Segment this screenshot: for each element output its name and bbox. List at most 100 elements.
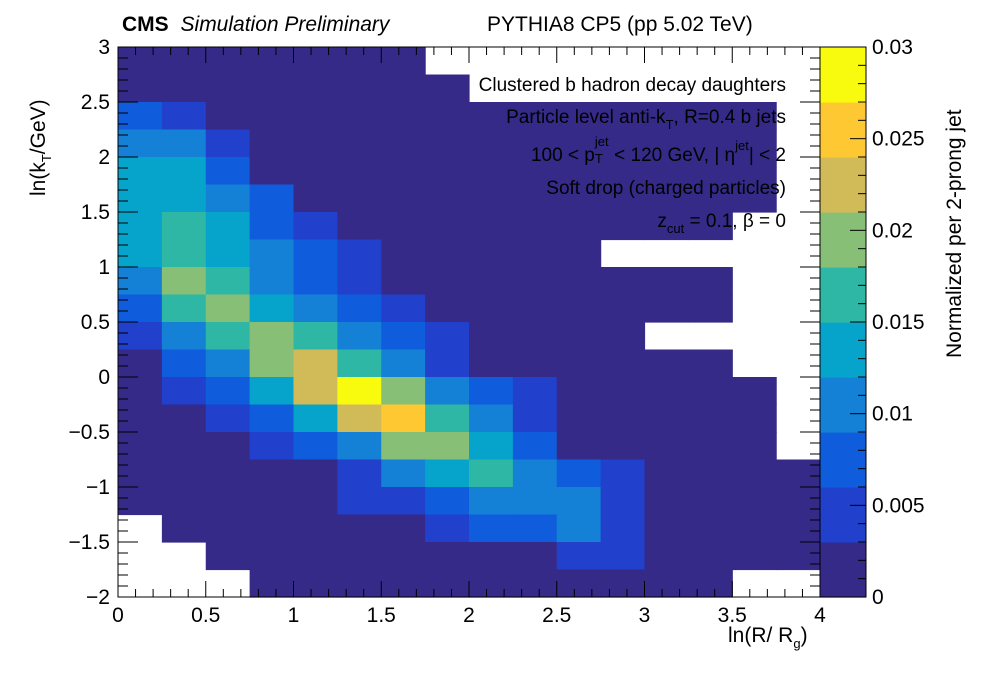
- heatmap-cell: [118, 487, 163, 516]
- heatmap-cell: [469, 569, 514, 598]
- heatmap-cell: [469, 404, 514, 433]
- heatmap-cell: [688, 129, 733, 158]
- heatmap-cell: [469, 349, 514, 378]
- heatmap-cell: [556, 514, 602, 543]
- heatmap-cell: [118, 157, 163, 186]
- y-tick-label: 1: [98, 256, 110, 279]
- heatmap-cell: [556, 569, 602, 598]
- heatmap-cell: [512, 514, 558, 543]
- heatmap-cell: [381, 377, 426, 406]
- heatmap-cell: [469, 377, 514, 406]
- heatmap-cell: [556, 459, 602, 488]
- heatmap-cell: [425, 459, 470, 488]
- heatmap-cell: [249, 459, 295, 488]
- color-scale-swatch: [820, 267, 866, 296]
- heatmap-cell: [381, 294, 426, 323]
- heatmap-cell: [732, 184, 777, 213]
- heatmap-cell: [118, 267, 163, 296]
- heatmap-cell: [600, 514, 646, 543]
- heatmap-cell: [293, 157, 338, 186]
- x-tick-label: 1.5: [367, 604, 396, 627]
- heatmap-cell: [512, 432, 558, 461]
- x-tick-label: 3: [639, 604, 651, 627]
- heatmap-cell: [556, 487, 602, 516]
- heatmap-cell: [425, 322, 470, 351]
- heatmap-cell: [293, 239, 338, 268]
- heatmap-cell: [249, 47, 295, 76]
- heatmap-cell: [293, 212, 338, 241]
- heatmap-cell: [293, 377, 338, 406]
- heatmap-cell: [776, 487, 821, 516]
- heatmap-cell: [205, 542, 251, 571]
- heatmap-cell: [600, 569, 646, 598]
- annotation-line-3: 100 < p jet T < 120 GeV, | ηjet| < 2: [530, 134, 786, 166]
- heatmap-cell: [556, 184, 602, 213]
- heatmap-cell: [161, 267, 207, 296]
- heatmap-cell: [293, 459, 338, 488]
- heatmap-cell: [469, 157, 514, 186]
- heatmap-cell: [337, 514, 382, 543]
- y-tick-label: 1.5: [81, 201, 110, 224]
- color-scale-swatch: [820, 349, 866, 378]
- heatmap-cell: [688, 267, 733, 296]
- heatmap-cell: [512, 212, 558, 241]
- heatmap-cell: [118, 404, 163, 433]
- heatmap-cell: [556, 267, 602, 296]
- color-scale-swatch: [820, 129, 866, 158]
- heatmap-cell: [293, 404, 338, 433]
- heatmap-cell: [732, 157, 777, 186]
- heatmap-cell: [161, 487, 207, 516]
- heatmap-cell: [381, 459, 426, 488]
- annotation-line-4: Soft drop (charged particles): [546, 178, 786, 199]
- heatmap-cell: [556, 129, 602, 158]
- heatmap-cell: [293, 487, 338, 516]
- heatmap-cell: [337, 267, 382, 296]
- heatmap-cell: [381, 569, 426, 598]
- heatmap-cell: [161, 294, 207, 323]
- color-scale-swatch: [820, 377, 866, 406]
- heatmap-cell: [205, 459, 251, 488]
- heatmap-cell: [425, 349, 470, 378]
- heatmap-cell: [205, 157, 251, 186]
- heatmap-cell: [600, 212, 646, 241]
- heatmap-cell: [425, 157, 470, 186]
- heatmap-cell: [161, 514, 207, 543]
- heatmap-cell: [293, 432, 338, 461]
- heatmap-cell: [161, 404, 207, 433]
- heatmap-cell: [205, 294, 251, 323]
- heatmap-cell: [512, 184, 558, 213]
- heatmap-cell: [469, 542, 514, 571]
- heatmap-cell: [512, 102, 558, 131]
- heatmap-cell: [337, 184, 382, 213]
- heatmap-cell: [249, 377, 295, 406]
- heatmap-cell: [249, 184, 295, 213]
- x-tick-label: 2: [463, 604, 475, 627]
- heatmap-cell: [205, 239, 251, 268]
- heatmap-cell: [732, 102, 777, 131]
- heatmap-cell: [205, 47, 251, 76]
- heatmap-cell: [425, 294, 470, 323]
- color-scale-swatch: [820, 184, 866, 213]
- heatmap-cell: [293, 322, 338, 351]
- heatmap-cell: [337, 74, 382, 103]
- heatmap-cell: [469, 129, 514, 158]
- heatmap-cell: [118, 294, 163, 323]
- experiment-label: CMS: [122, 13, 169, 36]
- heatmap-cell: [425, 74, 470, 103]
- heatmap-cell: [381, 47, 426, 76]
- y-tick-label: 0.5: [81, 311, 110, 334]
- heatmap-cell: [337, 129, 382, 158]
- heatmap-cell: [118, 129, 163, 158]
- heatmap-cell: [732, 514, 777, 543]
- heatmap-cell: [337, 157, 382, 186]
- heatmap-cell: [556, 157, 602, 186]
- color-scale-swatch: [820, 102, 866, 131]
- heatmap-cell: [688, 184, 733, 213]
- heatmap-cell: [337, 212, 382, 241]
- heatmap-cell: [337, 377, 382, 406]
- heatmap-cell: [776, 514, 821, 543]
- status-label: Simulation Preliminary: [180, 13, 390, 36]
- heatmap-cell: [469, 267, 514, 296]
- heatmap-cell: [644, 294, 689, 323]
- heatmap-cell: [293, 569, 338, 598]
